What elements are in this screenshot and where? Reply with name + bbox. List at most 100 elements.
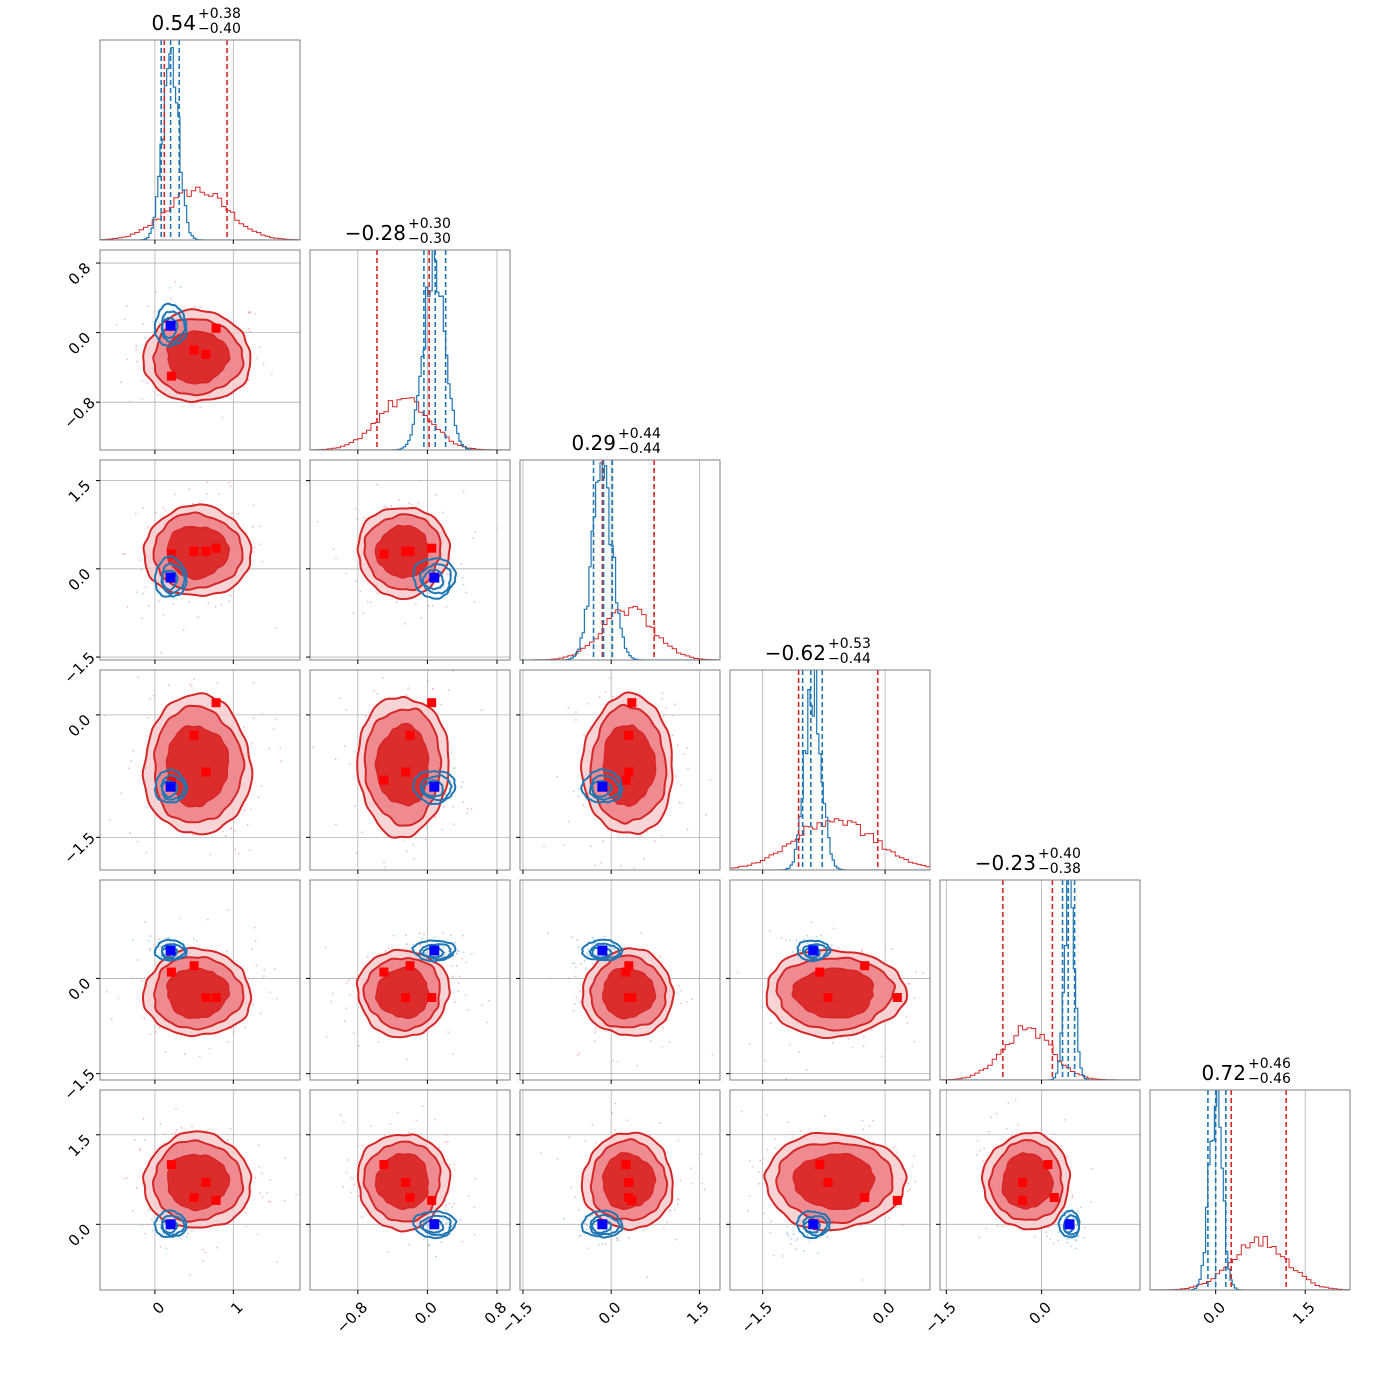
blue-sample-point (158, 322, 160, 324)
blue-sample-point (577, 795, 580, 798)
red-sample-point (345, 982, 348, 985)
red-sample-point (190, 685, 193, 688)
red-sample-point (147, 1223, 150, 1226)
red-sample-point (419, 943, 422, 946)
red-sample-point (614, 1102, 617, 1105)
panel-content (520, 880, 720, 1080)
red-sample-point (438, 1146, 441, 1149)
red-sample-point (316, 520, 319, 523)
red-marker (166, 775, 176, 785)
red-sample-point (339, 1113, 342, 1116)
y-tick-label: −1.5 (60, 1065, 98, 1103)
blue-sample-point (148, 949, 151, 952)
y-tick-label: 1.5 (65, 477, 95, 507)
red-sample-point (127, 767, 130, 770)
red-sample-point (575, 996, 578, 999)
red-sample-point (1014, 1076, 1016, 1078)
panel-2-1 (306, 459, 511, 664)
panel-content (520, 1090, 720, 1290)
red-sample-point (258, 1165, 261, 1168)
red-sample-point (741, 1110, 743, 1113)
blue-sample-point (597, 1244, 600, 1246)
panel-frame (729, 879, 931, 1081)
red-sample-point (594, 1027, 597, 1030)
red-sample-point (496, 527, 499, 529)
blue-sample-point (803, 1250, 805, 1253)
red-marker (405, 730, 415, 740)
red-histogram (100, 186, 300, 240)
panel-5-0: 0 1 0.0 1.5 (65, 1089, 301, 1318)
blue-sample-point (460, 563, 463, 565)
red-sample-point (574, 1196, 576, 1198)
blue-marker (808, 1219, 819, 1230)
red-sample-point (123, 1177, 125, 1180)
red-sample-point (486, 1021, 488, 1024)
blue-sample-point (1079, 1206, 1082, 1209)
red-sample-point (132, 1209, 135, 1212)
y-tick-label: 1.5 (65, 1131, 95, 1161)
red-sample-point (142, 1117, 145, 1120)
red-marker (860, 1193, 870, 1202)
red-sample-point (130, 977, 133, 980)
blue-sample-point (789, 939, 792, 941)
red-sample-point (683, 753, 686, 755)
red-sample-point (259, 543, 262, 546)
blue-sample-point (586, 952, 589, 954)
red-sample-point (1045, 1231, 1047, 1234)
blue-sample-point (786, 1226, 788, 1228)
red-sample-point (122, 553, 125, 555)
red-sample-point (578, 1052, 581, 1054)
red-sample-point (412, 843, 415, 846)
red-sample-point (702, 1208, 704, 1210)
panel-frame (309, 459, 511, 661)
red-sample-point (589, 845, 592, 848)
panel-frame (729, 669, 931, 871)
y-tick-label: 0.0 (65, 1220, 95, 1250)
red-sample-point (586, 1247, 589, 1250)
red-sample-point (690, 1182, 693, 1185)
red-sample-point (452, 823, 455, 826)
panel-frame (99, 1089, 301, 1291)
red-histogram (940, 1025, 1140, 1080)
red-marker (860, 961, 870, 971)
red-sample-point (870, 1029, 873, 1031)
red-sample-point (247, 327, 250, 330)
red-sample-point (158, 1027, 161, 1029)
panel-frame (309, 1089, 511, 1291)
red-sample-point (179, 917, 182, 920)
red-sample-point (978, 1236, 981, 1239)
red-sample-point (384, 866, 387, 869)
red-sample-point (691, 998, 693, 1001)
red-sample-point (1065, 1156, 1068, 1158)
blue-sample-point (454, 941, 456, 944)
red-sample-point (774, 1138, 777, 1140)
blue-sample-point (576, 938, 579, 941)
red-marker (621, 967, 631, 977)
blue-sample-point (1067, 1213, 1070, 1215)
blue-sample-point (136, 959, 139, 961)
red-sample-point (253, 313, 256, 315)
red-sample-point (334, 758, 337, 761)
x-tick-label: −1.5 (738, 1298, 776, 1336)
red-sample-point (259, 1192, 261, 1194)
red-sample-point (425, 838, 427, 841)
red-sample-point (434, 1118, 437, 1121)
red-sample-point (187, 1232, 190, 1235)
red-sample-point (590, 900, 592, 902)
panel-frame (519, 879, 721, 1081)
blue-sample-point (571, 962, 574, 965)
red-sample-point (247, 379, 250, 381)
panel-frame (729, 1089, 931, 1291)
red-sample-point (441, 828, 444, 831)
blue-sample-point (833, 927, 835, 930)
red-sample-point (593, 1040, 596, 1043)
blue-sample-point (168, 936, 171, 939)
red-sample-point (567, 820, 570, 823)
red-sample-point (384, 950, 387, 953)
red-sample-point (352, 612, 355, 615)
red-sample-point (270, 373, 273, 375)
red-sample-point (661, 834, 663, 837)
blue-contour-middle (801, 943, 830, 961)
red-marker (624, 1178, 634, 1187)
red-sample-point (860, 950, 863, 953)
